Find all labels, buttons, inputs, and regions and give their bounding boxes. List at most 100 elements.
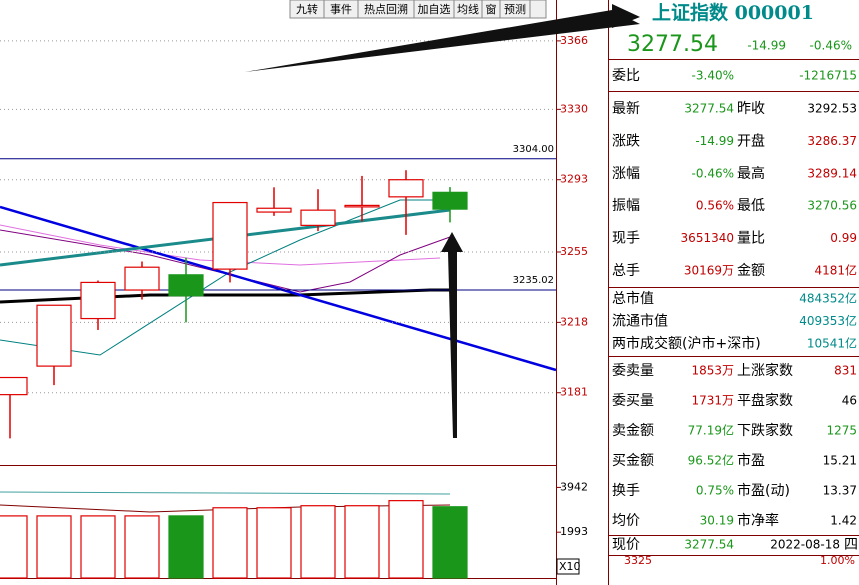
y-tick-label: 3181 (560, 386, 588, 399)
label: 涨幅 (612, 166, 640, 182)
candle-body (212, 201, 248, 270)
label: 委比 (612, 68, 640, 84)
value: 3292.53 (807, 102, 857, 116)
label: 平盘家数 (737, 392, 793, 409)
date: 2022-08-18 (770, 538, 840, 552)
label: 开盘 (737, 132, 765, 149)
label: 卖金额 (612, 423, 654, 439)
ma-line (0, 199, 450, 356)
toolbar-label[interactable]: 加自选 (418, 3, 451, 16)
volume-bar (80, 515, 116, 579)
value: 30169万 (684, 264, 734, 278)
value: 77.19亿 (688, 423, 734, 438)
value: -1216715 (799, 69, 857, 83)
candle-body (300, 209, 336, 226)
label: 最高 (737, 165, 765, 182)
value: 1853万 (691, 364, 734, 378)
y-tick-label: 3366 (560, 34, 588, 47)
value: 13.37 (823, 484, 857, 498)
candle-body (256, 207, 292, 213)
volume-bar (168, 515, 204, 579)
ma-line (0, 224, 441, 266)
value: 3286.37 (807, 134, 857, 148)
reference-label: 3235.02 (513, 275, 554, 286)
label: 上涨家数 (737, 362, 793, 379)
toolbar-label[interactable]: 窗 (486, 2, 497, 16)
volume-bar (256, 507, 292, 579)
label: 市盈 (737, 452, 765, 469)
volume-bar (0, 515, 28, 579)
label: 量比 (737, 231, 765, 247)
label: 最低 (737, 198, 765, 214)
mini-label: 1.00% (820, 554, 855, 567)
value: 3277.54 (684, 102, 734, 116)
volume-bar (388, 500, 424, 579)
annotation-arrow (245, 10, 640, 72)
label: 金额 (737, 263, 765, 279)
candle-body (168, 274, 204, 297)
label: 市净率 (737, 512, 779, 529)
volume-bar (212, 507, 248, 579)
y-tick-label: 1993 (560, 525, 588, 538)
candle-body (388, 179, 424, 198)
label: 买金额 (612, 453, 654, 469)
toolbar-label[interactable]: 九转 (296, 2, 318, 16)
value: 10541亿 (807, 336, 857, 351)
label: 均价 (612, 513, 640, 529)
value: 46 (842, 394, 857, 408)
panel-title: 上证指数 000001 (652, 1, 814, 24)
label: 现价 (612, 537, 640, 553)
value: 30.19 (700, 514, 734, 528)
value: 1731万 (691, 394, 734, 408)
volume-bar (344, 505, 380, 579)
change: -14.99 (747, 39, 786, 53)
toolbar-label[interactable]: 预测 (504, 3, 526, 16)
y-tick-label: 3330 (560, 102, 588, 115)
value: 96.52亿 (688, 453, 734, 468)
value: 484352亿 (799, 291, 857, 306)
volume-ma (0, 491, 451, 495)
label: 最新 (612, 101, 640, 117)
annotation-arrow (612, 4, 640, 28)
candle-body (124, 266, 160, 291)
label: 换手 (612, 482, 640, 499)
toolbar-button[interactable] (529, 0, 547, 19)
toolbar-label[interactable]: 热点回溯 (364, 3, 408, 16)
value: 409353亿 (799, 313, 857, 328)
label: 委买量 (612, 393, 654, 409)
candle-body (36, 304, 72, 367)
value: 0.75% (696, 484, 734, 498)
value: 15.21 (823, 454, 857, 468)
candle-body (344, 204, 380, 208)
value: -0.46% (692, 166, 734, 180)
label: 总手 (612, 263, 640, 279)
toolbar-label[interactable]: 事件 (330, 3, 352, 16)
unit-label: X10 (559, 560, 581, 573)
volume-bar (124, 515, 160, 579)
value: 3289.14 (807, 166, 857, 180)
volume-bar (36, 515, 72, 579)
trend-line (0, 205, 557, 372)
y-tick-label: 3218 (560, 315, 588, 328)
volume-bar (300, 505, 336, 579)
value: 1275 (826, 424, 857, 438)
label: 昨收 (737, 101, 765, 117)
label: 现手 (612, 231, 640, 247)
quote-panel: 上证指数 000001 3277.54 -14.99 -0.46% 委比 -3.… (609, 1, 859, 567)
label: 总市值 (612, 290, 654, 307)
y-tick-label: 3255 (560, 245, 588, 258)
label: 涨跌 (612, 133, 640, 149)
value: 0.56% (696, 199, 734, 213)
change-pct: -0.46% (810, 39, 852, 53)
reference-label: 3304.00 (513, 144, 554, 155)
candle-body (0, 376, 28, 396)
value: 0.99 (830, 231, 857, 245)
value: 3270.56 (807, 199, 857, 213)
value: 4181亿 (814, 263, 857, 278)
annotation-arrow (441, 232, 463, 438)
y-tick-label: 3942 (560, 480, 588, 493)
price: 3277.54 (627, 32, 718, 57)
toolbar-label[interactable]: 均线 (457, 2, 479, 16)
